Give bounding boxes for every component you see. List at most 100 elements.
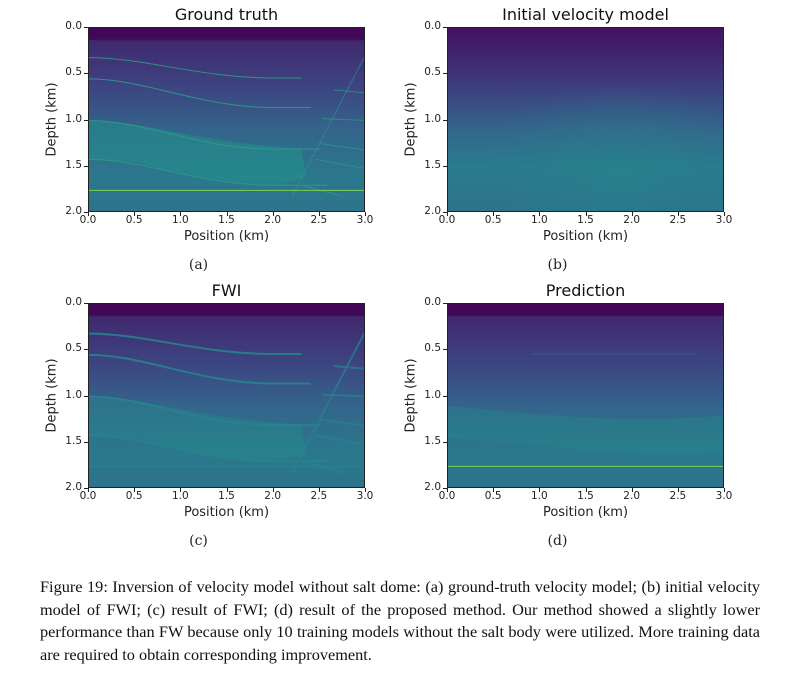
x-tick-mark xyxy=(677,212,679,216)
y-tick-label: 0.0 xyxy=(424,20,441,32)
x-tick-mark xyxy=(134,212,136,216)
x-tick-label: 1.5 xyxy=(577,490,594,502)
x-tick-label: 3.0 xyxy=(356,490,374,502)
chart-title: FWI xyxy=(211,281,242,300)
x-tick-label: 0.0 xyxy=(79,490,97,502)
figure-caption: Figure 19: Inversion of velocity model w… xyxy=(40,577,760,664)
layer-body xyxy=(448,405,723,455)
x-tick-label: 2.5 xyxy=(669,214,687,226)
x-tick-mark xyxy=(631,488,633,492)
x-tick-mark xyxy=(539,488,541,492)
y-tick-label: 1.5 xyxy=(65,434,82,447)
x-axis-label: Position (km) xyxy=(183,505,270,520)
x-tick-label: 1.5 xyxy=(218,490,235,502)
y-tick-label: 2.0 xyxy=(65,481,82,493)
y-tick-mark xyxy=(443,73,447,75)
y-axis-label: Depth (km) xyxy=(403,357,419,433)
x-tick-mark xyxy=(272,212,274,216)
x-tick-mark xyxy=(134,488,136,492)
reflector-line xyxy=(89,120,320,150)
y-axis-label: Depth (km) xyxy=(403,81,419,157)
y-tick-label: 0.5 xyxy=(65,66,82,79)
x-tick-mark xyxy=(447,488,448,492)
y-tick-label: 0.5 xyxy=(424,342,441,355)
x-tick-label: 2.5 xyxy=(310,214,328,226)
y-tick-label: 0.0 xyxy=(65,296,82,308)
panel-label: (c) xyxy=(189,533,208,549)
y-tick-label: 2.0 xyxy=(424,205,441,217)
heatmap-plot xyxy=(447,27,724,212)
x-tick-mark xyxy=(318,488,320,492)
x-tick-mark xyxy=(318,212,320,216)
y-tick-mark xyxy=(84,212,88,213)
y-tick-label: 1.0 xyxy=(424,112,441,125)
chart-title: Initial velocity model xyxy=(502,5,669,24)
y-tick-label: 1.0 xyxy=(424,388,441,401)
x-tick-mark xyxy=(88,212,89,216)
x-tick-label: 3.0 xyxy=(356,214,374,226)
x-tick-mark xyxy=(226,212,228,216)
layer-body xyxy=(89,396,306,460)
reflector-line xyxy=(89,158,330,186)
x-tick-mark xyxy=(365,212,366,216)
x-tick-mark xyxy=(585,488,587,492)
x-tick-label: 0.5 xyxy=(484,490,502,502)
x-tick-label: 0.0 xyxy=(79,214,97,226)
y-tick-label: 1.0 xyxy=(65,388,82,401)
x-tick-label: 3.0 xyxy=(715,490,733,502)
x-tick-mark xyxy=(585,212,587,216)
reflector-line xyxy=(89,434,330,463)
x-tick-label: 2.0 xyxy=(623,214,640,226)
y-tick-mark xyxy=(84,119,88,121)
x-tick-label: 1.0 xyxy=(530,490,548,502)
x-tick-label: 1.5 xyxy=(577,214,594,226)
y-tick-mark xyxy=(443,441,447,443)
y-tick-mark xyxy=(443,27,447,28)
x-axis-label: Position (km) xyxy=(542,505,629,520)
x-tick-mark xyxy=(539,212,541,216)
fault-line xyxy=(291,56,364,197)
x-tick-label: 3.0 xyxy=(715,214,733,226)
y-tick-label: 0.0 xyxy=(424,296,441,308)
chart-title: Ground truth xyxy=(174,5,279,24)
y-axis-label: Depth (km) xyxy=(44,81,60,157)
x-tick-label: 0.0 xyxy=(438,490,456,502)
y-tick-mark xyxy=(443,349,447,351)
y-tick-label: 0.5 xyxy=(424,66,441,79)
y-tick-mark xyxy=(443,165,447,167)
y-tick-mark xyxy=(443,212,447,213)
y-tick-mark xyxy=(443,119,447,121)
x-tick-label: 2.0 xyxy=(623,490,640,502)
x-tick-mark xyxy=(493,212,495,216)
y-tick-label: 0.5 xyxy=(65,342,82,355)
x-tick-mark xyxy=(365,488,366,492)
x-tick-mark xyxy=(447,212,448,216)
chart-title: Prediction xyxy=(545,281,626,300)
y-tick-mark xyxy=(443,303,447,304)
x-tick-label: 2.0 xyxy=(264,490,281,502)
y-axis-label: Depth (km) xyxy=(44,357,60,433)
y-tick-label: 1.5 xyxy=(424,158,441,171)
x-tick-mark xyxy=(180,488,182,492)
y-tick-label: 1.5 xyxy=(65,158,82,171)
y-tick-mark xyxy=(84,395,88,397)
x-tick-label: 1.0 xyxy=(171,490,189,502)
reflector-line xyxy=(89,353,311,385)
y-tick-mark xyxy=(84,349,88,351)
reflector-line xyxy=(89,395,320,427)
x-tick-label: 1.0 xyxy=(530,214,548,226)
fault-block-reflectors xyxy=(301,364,364,474)
x-tick-mark xyxy=(88,488,89,492)
y-tick-mark xyxy=(84,488,88,489)
x-tick-label: 0.5 xyxy=(125,214,143,226)
reflector-line xyxy=(89,57,302,79)
y-tick-mark xyxy=(84,441,88,443)
y-tick-mark xyxy=(443,395,447,397)
heatmap-background xyxy=(89,28,364,211)
x-tick-mark xyxy=(493,488,495,492)
x-tick-mark xyxy=(724,488,725,492)
x-tick-label: 1.5 xyxy=(218,214,235,226)
x-axis-label: Position (km) xyxy=(542,229,629,244)
reflector-line xyxy=(89,332,302,355)
x-tick-label: 0.0 xyxy=(438,214,456,226)
